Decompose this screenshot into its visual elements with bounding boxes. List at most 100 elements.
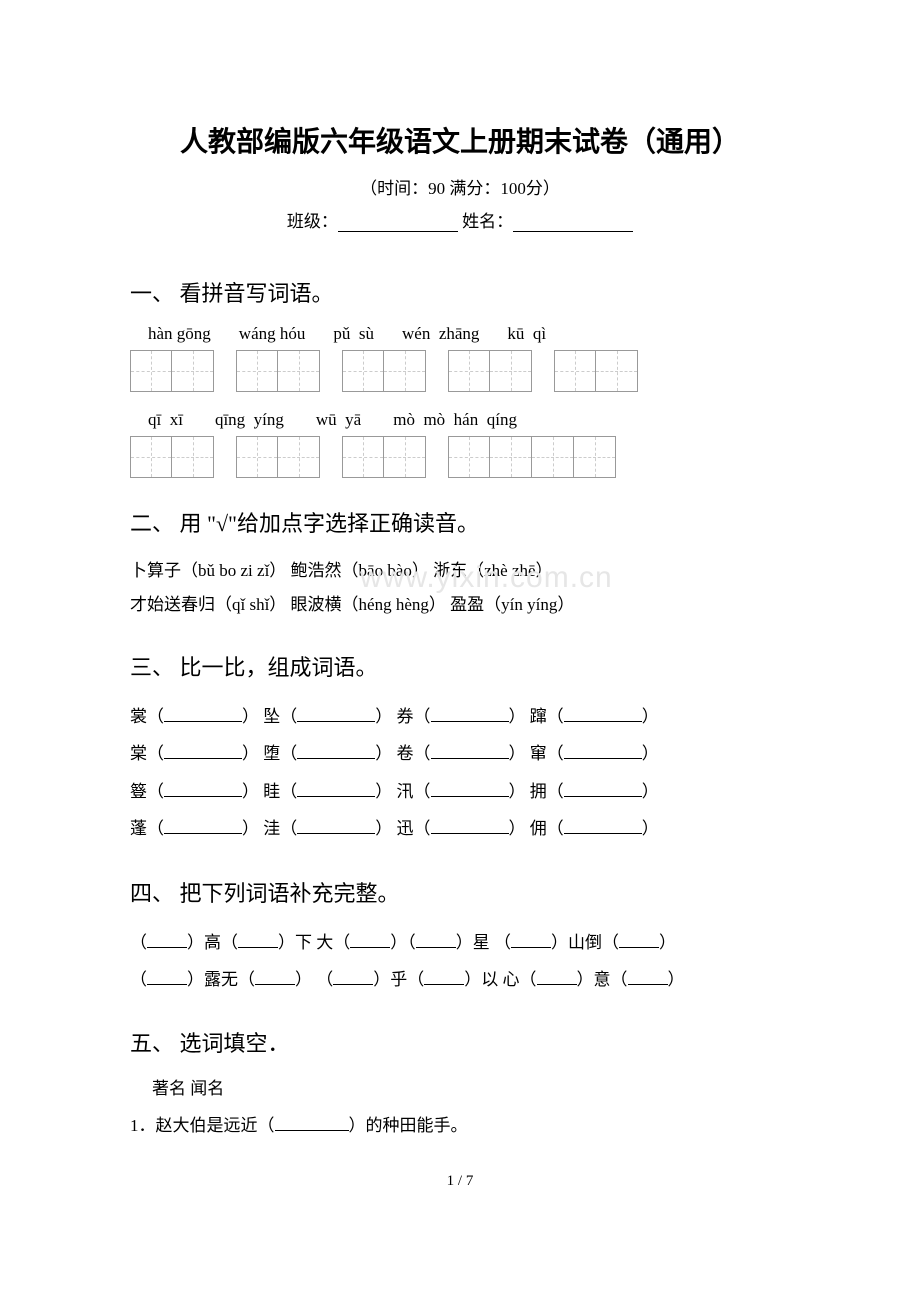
compare-char: 拥（	[530, 782, 564, 801]
char-box[interactable]	[554, 350, 596, 392]
close-paren: ）	[509, 744, 530, 763]
char-box[interactable]	[384, 436, 426, 478]
char-box-group	[448, 436, 616, 478]
compare-char: 棠（	[130, 744, 164, 763]
char-box-group	[554, 350, 638, 392]
idiom-text: ）以 心（	[464, 970, 536, 989]
time-score: （时间：90 满分：100分）	[130, 174, 790, 199]
char-box[interactable]	[574, 436, 616, 478]
char-box[interactable]	[490, 350, 532, 392]
pinyin: wū yā	[316, 410, 361, 430]
idiom-blank[interactable]	[537, 967, 577, 985]
doc-title: 人教部编版六年级语文上册期末试卷（通用）	[130, 120, 790, 160]
compare-char: 蓬（	[130, 819, 164, 838]
char-box[interactable]	[130, 350, 172, 392]
compare-blank[interactable]	[564, 816, 642, 834]
student-fields: 班级： 姓名：	[130, 207, 790, 232]
idiom-blank[interactable]	[238, 930, 278, 948]
compare-blank[interactable]	[164, 816, 242, 834]
close-paren: ）	[642, 744, 659, 763]
idiom-text: ）高（	[187, 933, 238, 952]
q1-prefix: 1．赵大伯是远近（	[130, 1116, 275, 1135]
char-box[interactable]	[172, 350, 214, 392]
close-paren: ）	[375, 707, 396, 726]
idiom-blank[interactable]	[424, 967, 464, 985]
compare-row: 裳（） 坠（） 券（） 蹿（）	[130, 698, 790, 735]
close-paren: ）	[242, 819, 263, 838]
page-number: 1 / 7	[130, 1173, 790, 1190]
compare-blank[interactable]	[431, 779, 509, 797]
idiom-blank[interactable]	[147, 930, 187, 948]
char-box-group	[448, 350, 532, 392]
char-box[interactable]	[172, 436, 214, 478]
close-paren: ）	[642, 819, 659, 838]
compare-blank[interactable]	[297, 704, 375, 722]
boxes-row-1	[130, 350, 790, 392]
idiom-row: （）露无（） （）乎（）以 心（）意（）	[130, 961, 790, 998]
compare-char: 窜（	[530, 744, 564, 763]
idiom-blank[interactable]	[255, 967, 295, 985]
compare-blank[interactable]	[564, 741, 642, 759]
idiom-text: ）乎（	[373, 970, 424, 989]
pinyin-row-1: hàn gōng wáng hóu pǔ sù wén zhāng kū qì	[148, 324, 790, 344]
compare-row: 簦（） 眭（） 汛（） 拥（）	[130, 773, 790, 810]
char-box[interactable]	[278, 436, 320, 478]
char-box[interactable]	[342, 350, 384, 392]
compare-blank[interactable]	[164, 704, 242, 722]
char-box[interactable]	[448, 350, 490, 392]
idiom-blank[interactable]	[147, 967, 187, 985]
compare-blank[interactable]	[297, 816, 375, 834]
close-paren: ）	[375, 819, 396, 838]
pinyin: mò mò hán qíng	[393, 410, 517, 430]
pinyin: qī xī	[148, 410, 183, 430]
compare-char: 迅（	[397, 819, 431, 838]
compare-blank[interactable]	[297, 779, 375, 797]
compare-row: 棠（） 堕（） 卷（） 窜（）	[130, 735, 790, 772]
idiom-text: ）意（	[577, 970, 628, 989]
char-box[interactable]	[130, 436, 172, 478]
idiom-blank[interactable]	[333, 967, 373, 985]
idiom-blank[interactable]	[628, 967, 668, 985]
compare-char: 券（	[397, 707, 431, 726]
compare-blank[interactable]	[564, 704, 642, 722]
compare-char: 佣（	[530, 819, 564, 838]
idiom-blank[interactable]	[350, 930, 390, 948]
idiom-text: ）星 （	[456, 933, 511, 952]
close-paren: ）	[642, 782, 659, 801]
char-box[interactable]	[448, 436, 490, 478]
section3-title: 三、 比一比，组成词语。	[130, 650, 790, 682]
q1-blank[interactable]	[275, 1113, 349, 1131]
close-paren: ）	[242, 744, 263, 763]
char-box[interactable]	[384, 350, 426, 392]
char-box[interactable]	[278, 350, 320, 392]
char-box[interactable]	[596, 350, 638, 392]
compare-blank[interactable]	[164, 741, 242, 759]
compare-char: 蹿（	[530, 707, 564, 726]
char-box-group	[342, 350, 426, 392]
char-box-group	[236, 436, 320, 478]
compare-blank[interactable]	[297, 741, 375, 759]
compare-char: 簦（	[130, 782, 164, 801]
char-box[interactable]	[342, 436, 384, 478]
compare-blank[interactable]	[431, 816, 509, 834]
pinyin: qīng yíng	[215, 410, 284, 430]
pinyin: kū qì	[507, 324, 546, 344]
compare-blank[interactable]	[431, 704, 509, 722]
idiom-blank[interactable]	[619, 930, 659, 948]
compare-blank[interactable]	[431, 741, 509, 759]
compare-blank[interactable]	[564, 779, 642, 797]
char-box[interactable]	[532, 436, 574, 478]
idiom-blank[interactable]	[511, 930, 551, 948]
char-box[interactable]	[236, 350, 278, 392]
compare-blank[interactable]	[164, 779, 242, 797]
word-pair: 著名 闻名	[152, 1074, 790, 1099]
idiom-blank[interactable]	[416, 930, 456, 948]
section4-title: 四、 把下列词语补充完整。	[130, 876, 790, 908]
name-blank[interactable]	[513, 212, 633, 232]
char-box[interactable]	[490, 436, 532, 478]
char-box[interactable]	[236, 436, 278, 478]
idiom-text: ） （	[295, 970, 333, 989]
class-blank[interactable]	[338, 212, 458, 232]
char-box-group	[130, 436, 214, 478]
idiom-text: ）山倒（	[551, 933, 619, 952]
